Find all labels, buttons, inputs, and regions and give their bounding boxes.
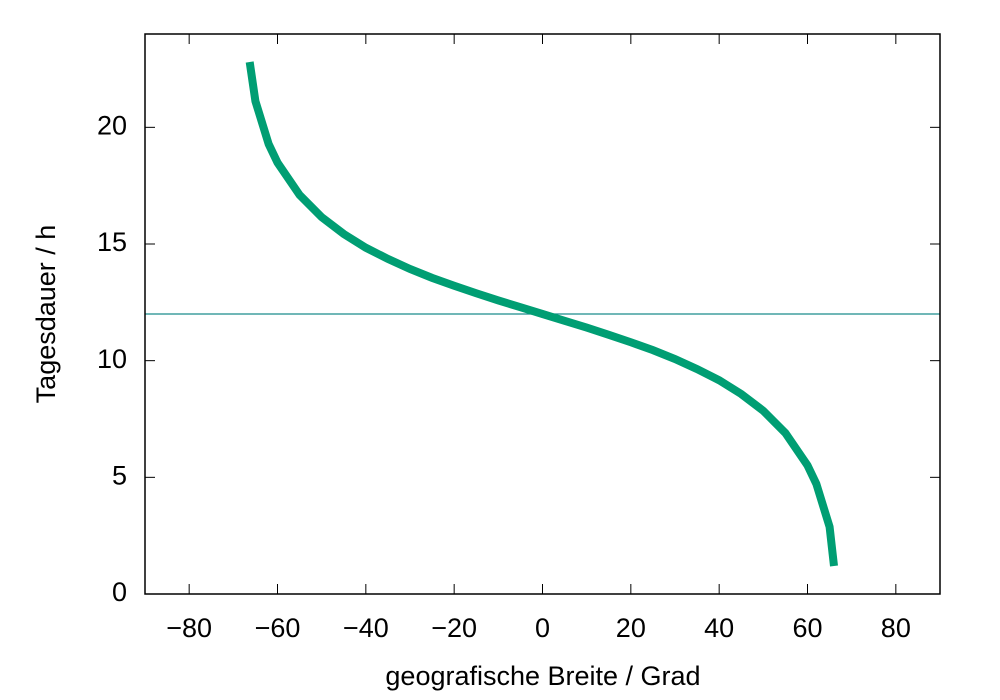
x-axis-label: geografische Breite / Grad — [385, 661, 700, 691]
y-tick-label: 5 — [112, 460, 127, 490]
y-tick-label: 15 — [97, 227, 127, 257]
y-tick-label: 20 — [97, 110, 127, 140]
x-tick-label: 20 — [616, 613, 646, 643]
x-tick-label: −60 — [255, 613, 301, 643]
x-tick-label: 60 — [792, 613, 822, 643]
x-tick-label: −80 — [166, 613, 212, 643]
x-tick-label: 80 — [881, 613, 911, 643]
x-tick-label: 40 — [704, 613, 734, 643]
plot-frame — [144, 33, 941, 595]
y-tick-label: 10 — [97, 344, 127, 374]
y-axis-label: Tagesdauer / h — [31, 225, 61, 404]
x-tick-label: 0 — [535, 613, 550, 643]
x-tick-label: −40 — [343, 613, 389, 643]
data-line — [245, 61, 838, 567]
y-tick-label: 0 — [112, 577, 127, 607]
x-tick-label: −20 — [431, 613, 477, 643]
